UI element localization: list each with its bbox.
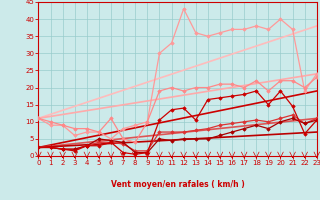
X-axis label: Vent moyen/en rafales ( km/h ): Vent moyen/en rafales ( km/h ) — [111, 180, 244, 189]
